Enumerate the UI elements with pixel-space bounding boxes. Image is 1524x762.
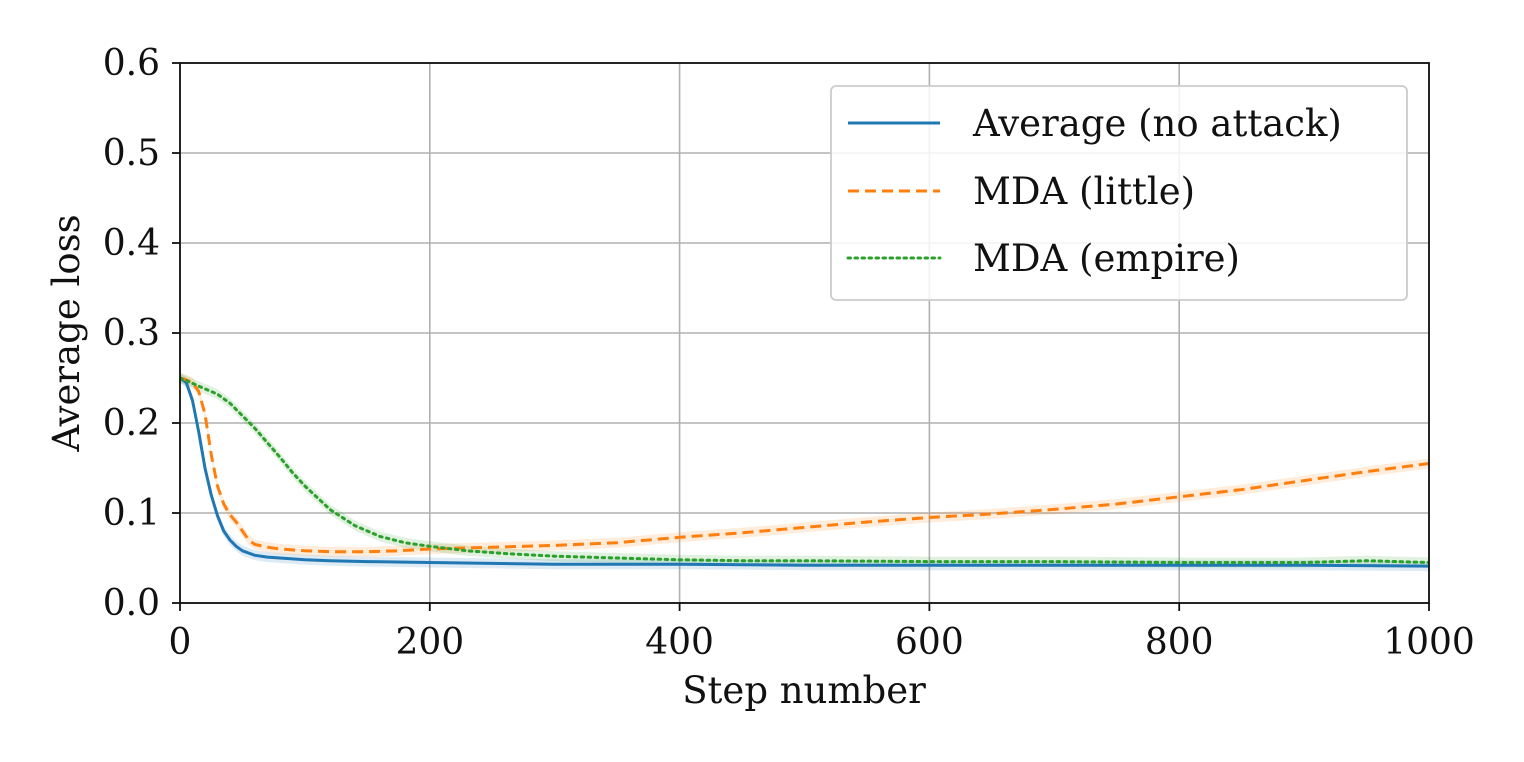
y-tick-label: 0.2 [103,403,160,444]
x-tick-label: 200 [395,622,464,663]
x-tick-label: 600 [895,622,964,663]
y-tick-label: 0.1 [103,493,160,534]
series-line-0 [180,376,1429,568]
y-tick-label: 0.6 [103,43,160,84]
x-axis-ticks: 0 200 400 600 800 1000 [169,603,1475,663]
y-tick-label: 0.0 [103,583,160,624]
legend-box [830,85,1408,301]
x-tick-label: 400 [645,622,714,663]
y-tick-label: 0.4 [103,223,160,264]
y-tick-label: 0.3 [103,313,160,354]
legend-label-mda-little: MDA (little) [973,170,1195,213]
x-tick-label: 0 [169,622,192,663]
y-axis-ticks: 0.0 0.1 0.2 0.3 0.4 0.5 0.6 [103,43,180,624]
legend: Average (no attack) MDA (little) MDA (em… [830,85,1408,301]
y-tick-label: 0.5 [103,133,160,174]
legend-label-mda-empire: MDA (empire) [973,237,1240,280]
x-axis-label: Step number [682,669,926,712]
x-tick-label: 800 [1145,622,1214,663]
series-line-1 [180,376,1429,554]
series-lines [180,376,1429,568]
y-axis-label: Average loss [45,214,88,452]
legend-label-average-no-attack: Average (no attack) [972,102,1342,145]
x-tick-label: 1000 [1383,622,1475,663]
